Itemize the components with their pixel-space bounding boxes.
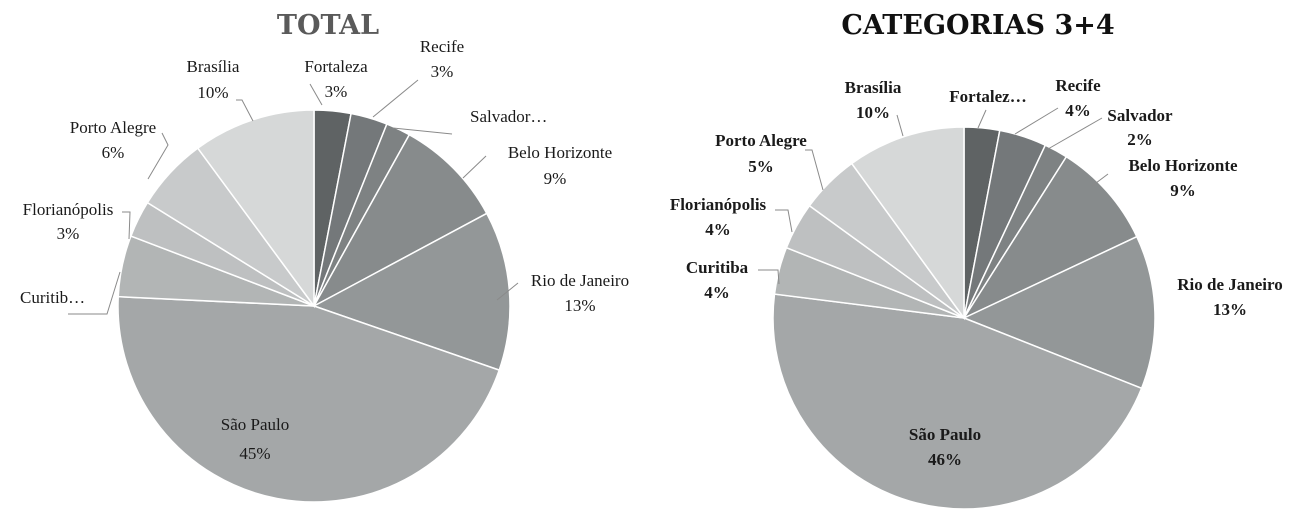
- leader-line-0-3: [462, 155, 487, 179]
- slice-label-0-5: São Paulo: [221, 415, 289, 434]
- slice-value-0-7: 3%: [57, 224, 80, 243]
- slice-value-1-5: 46%: [928, 450, 962, 469]
- slice-value-1-7: 4%: [705, 220, 731, 239]
- slice-label-1-1: Recife: [1055, 76, 1101, 95]
- pie-slice-0-5: [117, 295, 501, 503]
- slice-label-0-2: Salvador…: [470, 107, 547, 126]
- slice-label-1-6: Curitiba: [686, 258, 749, 277]
- slice-value-1-8: 5%: [748, 157, 774, 176]
- leader-line-1-1: [1014, 107, 1059, 135]
- pie-slice-1-4: [962, 235, 1156, 390]
- slice-label-0-8: Porto Alegre: [70, 118, 156, 137]
- slice-value-1-9: 10%: [856, 103, 890, 122]
- slice-label-0-7: Florianópolis: [23, 200, 114, 219]
- slice-label-0-6: Curitib…: [20, 288, 85, 307]
- slice-label-0-9: Brasília: [187, 57, 240, 76]
- slice-label-1-2: Salvador: [1107, 106, 1173, 125]
- pie-slice-1-9: [850, 126, 965, 321]
- chart-title-categorias: CATEGORIAS 3+4: [841, 10, 1114, 41]
- slice-value-1-4: 13%: [1213, 300, 1247, 319]
- slice-value-0-3: 9%: [544, 169, 567, 188]
- leader-line-0-8: [147, 132, 169, 180]
- leader-line-1-6: [758, 269, 780, 285]
- leader-line-0-7: [122, 211, 131, 240]
- slice-label-1-3: Belo Horizonte: [1128, 156, 1238, 175]
- pie-slice-0-3: [312, 133, 488, 308]
- slice-label-1-5: São Paulo: [909, 425, 981, 444]
- slice-value-0-1: 3%: [431, 62, 454, 81]
- pie-slices-total: [117, 109, 511, 503]
- leader-line-0-1: [372, 79, 419, 118]
- leader-line-1-3: [1091, 173, 1109, 187]
- slice-labels-categorias: Fortalez… Recife 4% Salvador 2% Belo Horizont…: [670, 76, 1283, 469]
- slice-label-1-8: Porto Alegre: [715, 131, 807, 150]
- slice-value-0-8: 6%: [102, 143, 125, 162]
- pie-slice-1-5: [772, 293, 1143, 510]
- slice-label-1-4: Rio de Janeiro: [1177, 275, 1282, 294]
- slice-value-1-6: 4%: [704, 283, 730, 302]
- slice-label-0-0: Fortaleza: [304, 57, 368, 76]
- slice-value-0-9: 10%: [197, 83, 228, 102]
- leader-line-0-4: [496, 282, 519, 301]
- slice-value-0-0: 3%: [325, 82, 348, 101]
- slice-value-0-5: 45%: [239, 444, 270, 463]
- leader-line-1-7: [775, 209, 793, 233]
- leader-line-1-0: [977, 109, 987, 129]
- pie-slice-1-3: [961, 155, 1138, 320]
- leader-line-0-2: [392, 127, 453, 135]
- slice-label-1-7: Florianópolis: [670, 195, 767, 214]
- pie-chart-categorias: CATEGORIAS 3+4 Fortalez… Recife 4% Salvador…: [670, 10, 1283, 510]
- slice-label-0-4: Rio de Janeiro: [531, 271, 629, 290]
- leader-line-0-0: [309, 83, 323, 106]
- leader-line-1-9: [896, 114, 904, 137]
- leader-line-1-2: [1047, 117, 1103, 150]
- leader-line-0-6: [68, 271, 121, 315]
- slice-value-1-3: 9%: [1170, 181, 1196, 200]
- pie-slices-categorias: [772, 126, 1156, 510]
- slice-labels-total: Fortaleza 3% Recife 3% Salvador… Belo Horizon…: [20, 37, 629, 463]
- slice-value-1-1: 4%: [1065, 101, 1091, 120]
- slice-label-0-1: Recife: [420, 37, 464, 56]
- slice-label-1-0: Fortalez…: [949, 87, 1026, 106]
- leader-line-1-8: [805, 149, 824, 191]
- chart-title-total: TOTAL: [277, 10, 379, 41]
- slice-value-0-4: 13%: [564, 296, 595, 315]
- slice-label-1-9: Brasília: [845, 78, 902, 97]
- pie-chart-total: TOTAL Fortaleza 3% Recife 3% Salvador… Belo H…: [20, 10, 629, 503]
- slice-value-1-2: 2%: [1127, 130, 1153, 149]
- leader-line-0-9: [236, 99, 254, 122]
- slice-label-0-3: Belo Horizonte: [508, 143, 612, 162]
